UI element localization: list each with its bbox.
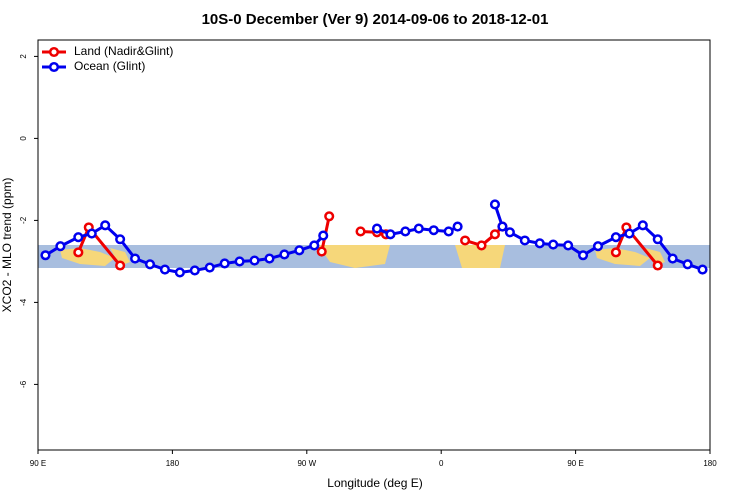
point (400, 226, 411, 237)
point (489, 229, 501, 240)
point (174, 267, 185, 278)
point (159, 264, 170, 275)
point (682, 259, 693, 270)
point (610, 232, 621, 243)
point (115, 234, 126, 245)
point (264, 253, 275, 264)
x-tick-label: 90 E (567, 459, 583, 468)
point (534, 238, 545, 249)
point (592, 241, 604, 252)
point (697, 264, 708, 275)
point (86, 228, 97, 239)
x-tick-label: 180 (166, 459, 180, 468)
point (637, 220, 648, 231)
point (578, 250, 589, 261)
point (318, 230, 329, 241)
point (452, 221, 463, 232)
point (294, 245, 305, 256)
point (610, 247, 621, 258)
point (652, 234, 663, 245)
point (249, 255, 260, 266)
point (316, 246, 327, 257)
point (355, 226, 366, 237)
point (204, 262, 215, 273)
point (428, 225, 439, 236)
point (100, 220, 111, 231)
point (476, 240, 487, 251)
series-line (464, 225, 504, 248)
point (371, 223, 383, 234)
legend-marker (48, 61, 60, 73)
point (115, 260, 126, 271)
y-axis-label: XCO2 - MLO trend (ppm) (0, 178, 14, 313)
x-axis-label: Longitude (deg E) (327, 476, 422, 490)
point (624, 228, 635, 239)
point (73, 232, 84, 243)
point (324, 211, 335, 222)
point (667, 253, 678, 264)
point (219, 258, 230, 269)
point (497, 221, 508, 232)
point (460, 235, 471, 246)
point (40, 250, 51, 261)
plot-frame (37, 39, 711, 451)
point (443, 226, 454, 237)
y-tick-label: -6 (19, 380, 28, 388)
y-tick-label: -2 (19, 216, 28, 224)
series-line (493, 203, 704, 272)
point (279, 249, 290, 260)
x-tick-label: 90 W (297, 459, 316, 468)
y-tick-label: -4 (19, 298, 28, 306)
point (73, 247, 84, 258)
point (519, 235, 530, 246)
point (234, 256, 245, 267)
point (309, 240, 320, 251)
point (55, 241, 66, 252)
point (413, 223, 424, 234)
y-tick-label: 0 (19, 136, 28, 141)
point (489, 199, 501, 210)
point (385, 229, 396, 240)
point (144, 259, 156, 270)
point (130, 253, 141, 264)
x-tick-label: 180 (703, 459, 717, 468)
point (548, 239, 559, 250)
legend-label: Ocean (Glint) (74, 59, 145, 73)
x-tick-label: 0 (439, 459, 444, 468)
x-tick-label: 90 E (30, 459, 46, 468)
legend-marker (48, 46, 60, 58)
point (652, 260, 663, 271)
point (504, 227, 515, 238)
point (563, 240, 574, 251)
legend-label: Land (Nadir&Glint) (74, 44, 173, 58)
map-band (38, 245, 710, 268)
chart-title: 10S-0 December (Ver 9) 2014-09-06 to 201… (202, 11, 549, 28)
y-tick-label: 2 (19, 54, 28, 59)
point (189, 265, 200, 276)
